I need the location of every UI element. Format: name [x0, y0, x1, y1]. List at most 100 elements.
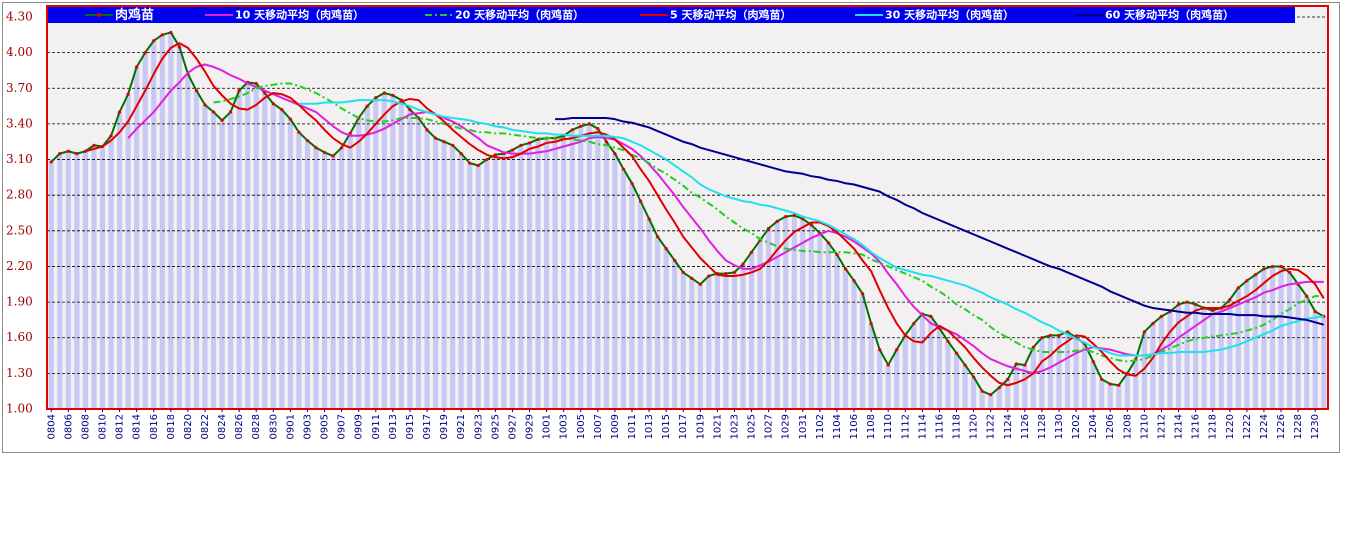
point	[476, 163, 480, 168]
point	[519, 143, 523, 147]
bar	[1252, 274, 1258, 409]
bar	[766, 228, 772, 409]
point	[1313, 309, 1317, 314]
point	[280, 108, 284, 112]
point	[331, 154, 335, 158]
bar	[1090, 361, 1096, 409]
point	[681, 270, 685, 274]
x-tick-label: 1208	[1122, 414, 1133, 439]
x-tick-label: 0816	[149, 414, 160, 439]
bar	[552, 138, 558, 409]
bar	[1073, 337, 1079, 409]
point	[1159, 314, 1164, 318]
bar	[689, 278, 695, 409]
bar	[919, 313, 925, 409]
bar	[492, 154, 498, 409]
point	[1031, 345, 1035, 349]
y-tick-label: 3.40	[6, 116, 33, 130]
point	[971, 375, 976, 379]
point	[1253, 273, 1258, 277]
x-tick-label: 0915	[405, 414, 416, 439]
x-tick-label: 1027	[764, 414, 775, 439]
bar	[236, 90, 242, 409]
bar	[441, 141, 447, 409]
point	[570, 128, 574, 132]
bar	[125, 94, 131, 409]
point	[117, 110, 122, 114]
x-tick-label: 0808	[80, 414, 91, 439]
point	[459, 152, 463, 156]
bar	[1201, 308, 1207, 409]
x-tick-label: 1230	[1310, 414, 1321, 439]
bar	[364, 106, 370, 409]
legend: 肉鸡苗 10 天移动平均（肉鸡苗） 20 天移动平均（肉鸡苗） 5 天移动平均（肉鸡苗…	[47, 7, 1295, 23]
bar	[381, 93, 387, 410]
point	[305, 138, 310, 143]
bars	[48, 32, 1327, 410]
bar	[791, 215, 797, 409]
point	[348, 131, 352, 136]
point	[92, 143, 96, 147]
x-tick-label: 0822	[200, 414, 211, 439]
point	[1287, 270, 1292, 274]
x-tick-label: 0909	[354, 414, 365, 439]
y-tick-label: 3.70	[6, 81, 33, 95]
point	[1117, 383, 1121, 387]
bar	[928, 316, 934, 409]
x-tick-label: 1021	[712, 414, 723, 439]
bar	[1150, 323, 1156, 409]
x-tick-label: 1204	[1088, 414, 1099, 439]
point	[630, 181, 634, 185]
bar	[74, 153, 80, 409]
bar	[304, 140, 311, 409]
x-tick-label: 1114	[917, 414, 928, 439]
point	[989, 393, 993, 397]
point	[1057, 333, 1061, 337]
point	[1185, 300, 1189, 304]
x-tick-label: 1122	[986, 414, 997, 439]
series-line	[213, 82, 1324, 363]
x-tick-label: 1019	[695, 414, 706, 439]
x-tick-label: 1013	[644, 414, 655, 439]
point	[58, 152, 62, 156]
bar	[1227, 299, 1233, 409]
point	[408, 108, 412, 112]
bar	[1210, 310, 1216, 409]
point	[895, 348, 899, 352]
bar	[467, 163, 473, 409]
bar	[433, 138, 439, 409]
bar	[253, 83, 259, 409]
x-tick-label: 0929	[525, 414, 536, 439]
point	[801, 217, 805, 221]
point	[1023, 363, 1027, 367]
bar	[1295, 284, 1301, 409]
point	[391, 93, 395, 97]
bar	[561, 135, 567, 409]
x-tick-label: 1210	[1139, 414, 1150, 439]
bar	[1030, 347, 1036, 409]
y-tick-label: 2.80	[6, 188, 33, 202]
point	[613, 152, 617, 156]
point	[843, 267, 848, 271]
x-tick-label: 1003	[559, 414, 570, 439]
bar	[578, 126, 584, 409]
bar	[894, 349, 900, 409]
bar	[330, 155, 336, 409]
point	[1014, 362, 1018, 366]
bar	[834, 254, 840, 409]
x-tick-label: 0828	[251, 414, 262, 439]
bar	[817, 233, 823, 409]
point	[1228, 298, 1232, 302]
bar	[1099, 379, 1105, 409]
bar	[501, 153, 507, 409]
point	[954, 351, 959, 355]
bar	[902, 335, 908, 409]
bar	[245, 82, 251, 409]
point	[1176, 302, 1181, 307]
x-tick-label: 0810	[98, 414, 109, 439]
point	[741, 262, 745, 266]
x-tick-label: 1029	[781, 414, 792, 439]
point	[826, 241, 831, 245]
x-tick-label: 0905	[320, 414, 331, 439]
legend-marker	[97, 13, 101, 17]
